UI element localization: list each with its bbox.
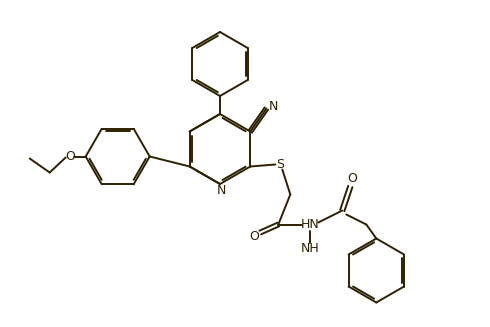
Text: O: O xyxy=(65,150,74,163)
Text: N: N xyxy=(269,100,278,113)
Text: S: S xyxy=(276,158,284,171)
Text: N: N xyxy=(216,184,226,198)
Text: O: O xyxy=(347,172,357,185)
Text: O: O xyxy=(249,230,259,243)
Text: NH: NH xyxy=(301,242,319,255)
Text: HN: HN xyxy=(301,218,319,231)
